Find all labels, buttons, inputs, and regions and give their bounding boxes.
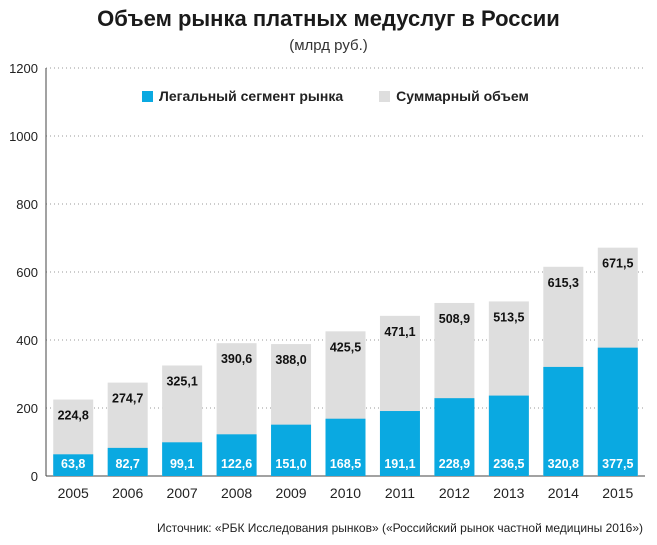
bar-legal — [488, 395, 529, 476]
data-label-total: 325,1 — [166, 374, 197, 388]
chart-subtitle: (млрд руб.) — [289, 37, 368, 54]
data-label-total: 274,7 — [112, 392, 143, 406]
chart-title: Объем рынка платных медуслуг в России — [97, 6, 560, 31]
data-label-total: 224,8 — [58, 409, 89, 423]
data-label-total: 390,6 — [221, 352, 252, 366]
bar-legal — [216, 434, 257, 476]
data-label-total: 513,5 — [493, 310, 524, 324]
data-label-legal: 191,1 — [384, 457, 415, 471]
x-tick-label: 2013 — [493, 485, 524, 501]
data-label-legal: 377,5 — [602, 457, 633, 471]
data-label-total: 615,3 — [548, 276, 579, 290]
legend-swatch-legal — [142, 90, 153, 102]
x-tick-label: 2008 — [221, 485, 252, 501]
data-label-legal: 228,9 — [439, 457, 470, 471]
y-tick-label: 1000 — [9, 129, 38, 144]
data-label-legal: 99,1 — [170, 457, 194, 471]
legend-label-total: Суммарный объем — [396, 88, 529, 104]
data-label-total: 425,5 — [330, 340, 361, 354]
y-tick-label: 200 — [16, 401, 38, 416]
data-label-total: 388,0 — [275, 353, 306, 367]
bar-legal — [162, 442, 203, 476]
legend-item-legal: Легальный сегмент рынка — [142, 88, 343, 104]
bar-legal — [53, 454, 94, 476]
data-label-legal: 63,8 — [61, 457, 85, 471]
y-tick-label: 600 — [16, 265, 38, 280]
data-label-legal: 151,0 — [275, 457, 306, 471]
x-tick-label: 2011 — [385, 485, 415, 501]
x-tick-label: 2006 — [112, 485, 143, 501]
bar-legal — [597, 347, 638, 476]
data-label-legal: 168,5 — [330, 457, 361, 471]
x-tick-label: 2007 — [167, 485, 198, 501]
legend-item-total: Суммарный объем — [379, 88, 529, 104]
data-label-legal: 320,8 — [548, 457, 579, 471]
data-label-legal: 82,7 — [116, 457, 140, 471]
x-tick-label: 2005 — [58, 485, 89, 501]
data-label-legal: 236,5 — [493, 457, 524, 471]
legend: Легальный сегмент рынка Суммарный объем — [142, 88, 529, 104]
x-tick-label: 2009 — [275, 485, 306, 501]
x-tick-label: 2014 — [548, 485, 579, 501]
x-tick-label: 2010 — [330, 485, 361, 501]
x-tick-label: 2015 — [602, 485, 633, 501]
bar-legal — [271, 424, 312, 476]
bar-legal — [543, 366, 584, 476]
data-label-total: 508,9 — [439, 312, 470, 326]
bar-legal — [379, 411, 420, 476]
x-tick-label: 2012 — [439, 485, 470, 501]
legend-swatch-total — [379, 90, 391, 102]
y-tick-label: 1200 — [9, 61, 38, 76]
legend-label-legal: Легальный сегмент рынка — [159, 88, 344, 104]
bar-legal — [325, 418, 366, 476]
data-label-legal: 122,6 — [221, 457, 252, 471]
data-label-total: 471,1 — [384, 325, 415, 339]
y-tick-label: 800 — [16, 197, 38, 212]
y-tick-label: 0 — [31, 469, 38, 484]
source-note: Источник: «РБК Исследования рынков» («Ро… — [157, 521, 643, 535]
y-tick-label: 400 — [16, 333, 38, 348]
bar-legal — [107, 447, 148, 476]
data-label-total: 671,5 — [602, 257, 633, 271]
bar-legal — [434, 398, 475, 476]
